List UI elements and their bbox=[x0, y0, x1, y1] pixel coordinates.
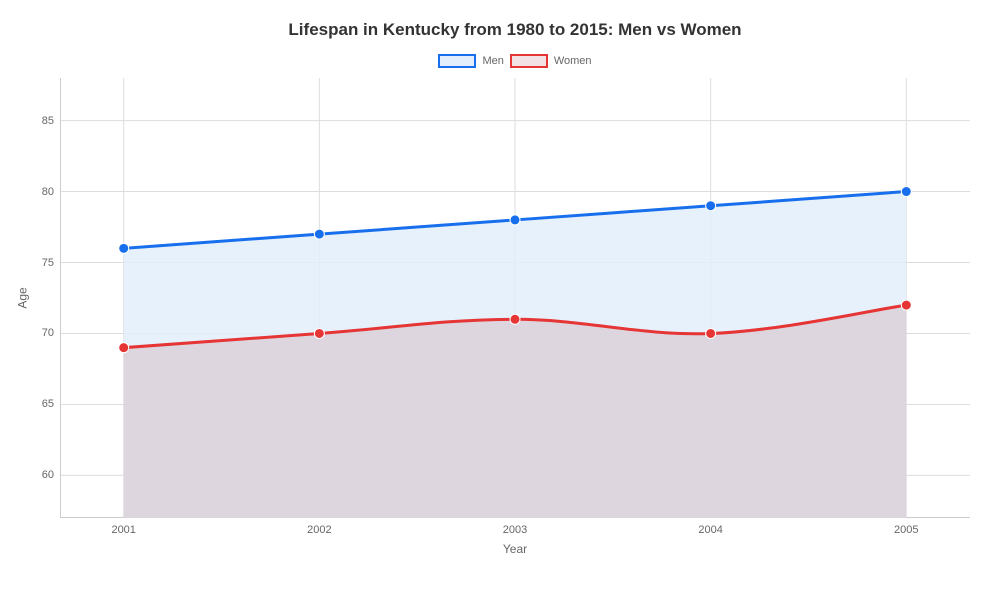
legend: Men Women bbox=[60, 54, 970, 68]
legend-label: Men bbox=[482, 55, 503, 67]
y-tick-label: 80 bbox=[30, 186, 54, 198]
y-tick-label: 85 bbox=[30, 115, 54, 127]
y-tick-label: 75 bbox=[30, 257, 54, 269]
legend-item: Men bbox=[438, 54, 503, 68]
legend-label: Women bbox=[554, 55, 592, 67]
x-axis-label: Year bbox=[503, 542, 527, 556]
y-tick-label: 70 bbox=[30, 327, 54, 339]
y-axis-label: Age bbox=[16, 287, 30, 308]
x-tick-label: 2001 bbox=[111, 524, 135, 536]
legend-swatch-women bbox=[510, 54, 548, 68]
y-tick-label: 65 bbox=[30, 398, 54, 410]
plot-area: Age Year 6065707580852001200220032004200… bbox=[60, 78, 970, 518]
y-tick-label: 60 bbox=[30, 469, 54, 481]
x-tick-label: 2002 bbox=[307, 524, 331, 536]
x-tick-label: 2003 bbox=[503, 524, 527, 536]
x-tick-label: 2005 bbox=[894, 524, 918, 536]
chart-container: Lifespan in Kentucky from 1980 to 2015: … bbox=[0, 0, 1000, 600]
legend-item: Women bbox=[510, 54, 592, 68]
x-tick-label: 2004 bbox=[698, 524, 722, 536]
chart-title: Lifespan in Kentucky from 1980 to 2015: … bbox=[60, 20, 970, 40]
legend-swatch-men bbox=[438, 54, 476, 68]
plot-svg bbox=[60, 78, 970, 518]
